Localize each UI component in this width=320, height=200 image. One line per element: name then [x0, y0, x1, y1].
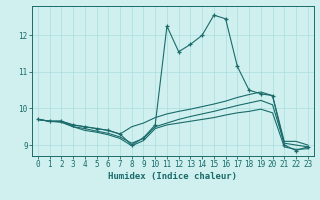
X-axis label: Humidex (Indice chaleur): Humidex (Indice chaleur): [108, 172, 237, 181]
